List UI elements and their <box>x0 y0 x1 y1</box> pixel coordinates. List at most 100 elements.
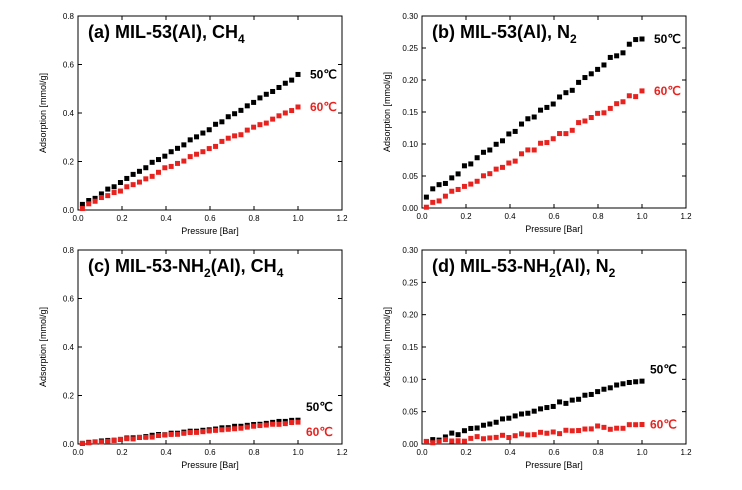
data-point <box>130 436 136 442</box>
data-point <box>633 37 639 43</box>
data-point <box>219 427 225 433</box>
data-point <box>563 427 569 433</box>
data-point <box>155 169 161 175</box>
data-point <box>512 158 518 164</box>
y-axis-title: Adsorption [mmol/g] <box>382 307 392 387</box>
data-point <box>626 41 632 47</box>
data-point <box>162 153 168 159</box>
y-tick-label: 0.20 <box>402 311 418 320</box>
data-point <box>136 168 142 174</box>
data-point <box>263 91 269 97</box>
data-point <box>436 182 442 188</box>
data-point <box>519 151 525 157</box>
data-point <box>506 435 512 441</box>
data-point <box>194 151 200 157</box>
data-point <box>576 428 582 434</box>
data-point <box>544 140 550 146</box>
data-point <box>206 428 212 434</box>
data-point <box>569 428 575 434</box>
data-point <box>614 425 620 431</box>
data-point <box>474 155 480 161</box>
data-point <box>257 423 263 429</box>
data-point <box>563 90 569 96</box>
data-point <box>538 406 544 412</box>
data-point <box>614 53 620 59</box>
data-point <box>557 431 563 437</box>
data-point <box>455 432 461 438</box>
data-point <box>531 114 537 120</box>
data-point <box>493 141 499 147</box>
data-point <box>595 389 601 395</box>
y-tick-label: 0.15 <box>402 108 418 117</box>
data-point <box>480 149 486 155</box>
data-point <box>538 140 544 146</box>
data-point <box>124 436 130 442</box>
data-point <box>531 432 537 438</box>
data-point <box>531 408 537 414</box>
data-point <box>295 419 301 425</box>
data-point <box>588 71 594 77</box>
data-point <box>244 424 250 430</box>
y-tick-label: 0.2 <box>63 158 75 167</box>
panel-title: (d) MIL-53-NH2(Al), N2 <box>432 256 616 280</box>
data-point <box>289 77 295 83</box>
panel-title: (b) MIL-53(Al), N2 <box>432 22 577 46</box>
x-tick-label: 0.6 <box>204 214 216 223</box>
data-point <box>117 180 123 186</box>
data-point <box>436 198 442 204</box>
data-point <box>614 382 620 388</box>
y-tick-label: 0.0 <box>63 206 75 215</box>
data-point <box>563 131 569 137</box>
data-point <box>569 127 575 133</box>
data-point <box>461 438 467 444</box>
data-point <box>455 186 461 192</box>
x-tick-label: 1.0 <box>636 448 648 457</box>
data-point <box>499 138 505 144</box>
data-point <box>531 147 537 153</box>
data-point <box>569 397 575 403</box>
data-point <box>200 149 206 155</box>
data-point <box>225 426 231 432</box>
data-point <box>442 180 448 186</box>
data-point <box>200 130 206 136</box>
panel-d: 0.0 0.2 0.4 0.6 0.8 1.0 1.2 0.00 0.05 0.10 0.15 0.2… <box>382 246 692 470</box>
data-point <box>98 439 104 445</box>
data-point <box>474 178 480 184</box>
series-label: 50℃ <box>654 32 681 46</box>
data-point <box>251 99 257 105</box>
data-point <box>430 199 436 205</box>
data-point <box>213 121 219 127</box>
data-point <box>213 143 219 149</box>
data-point <box>506 131 512 137</box>
y-tick-label: 0.10 <box>402 140 418 149</box>
data-point <box>468 425 474 431</box>
data-point <box>423 194 429 200</box>
data-point <box>499 432 505 438</box>
data-point <box>493 166 499 172</box>
y-tick-label: 0.00 <box>402 204 418 213</box>
data-point <box>238 425 244 431</box>
data-point <box>614 101 620 107</box>
x-tick-label: 0.0 <box>416 448 428 457</box>
data-point <box>601 62 607 68</box>
x-tick-label: 1.0 <box>292 214 304 223</box>
data-point <box>487 171 493 177</box>
data-point <box>194 134 200 140</box>
panel-b: 0.0 0.2 0.4 0.6 0.8 1.0 1.2 0.00 0.05 0.10 0.15 0.2… <box>382 12 692 234</box>
data-point <box>595 110 601 116</box>
data-point <box>499 164 505 170</box>
data-point <box>105 186 111 192</box>
data-point <box>639 422 645 428</box>
data-point <box>449 430 455 436</box>
y-tick-label: 0.6 <box>63 295 75 304</box>
data-point <box>219 119 225 125</box>
x-tick-label: 1.2 <box>336 214 348 223</box>
data-point <box>155 157 161 163</box>
data-point <box>442 437 448 443</box>
y-tick-label: 0.6 <box>63 61 75 70</box>
data-point <box>607 426 613 432</box>
data-point <box>124 184 130 190</box>
data-point <box>525 432 531 438</box>
x-axis-title: Pressure [Bar] <box>181 226 239 236</box>
